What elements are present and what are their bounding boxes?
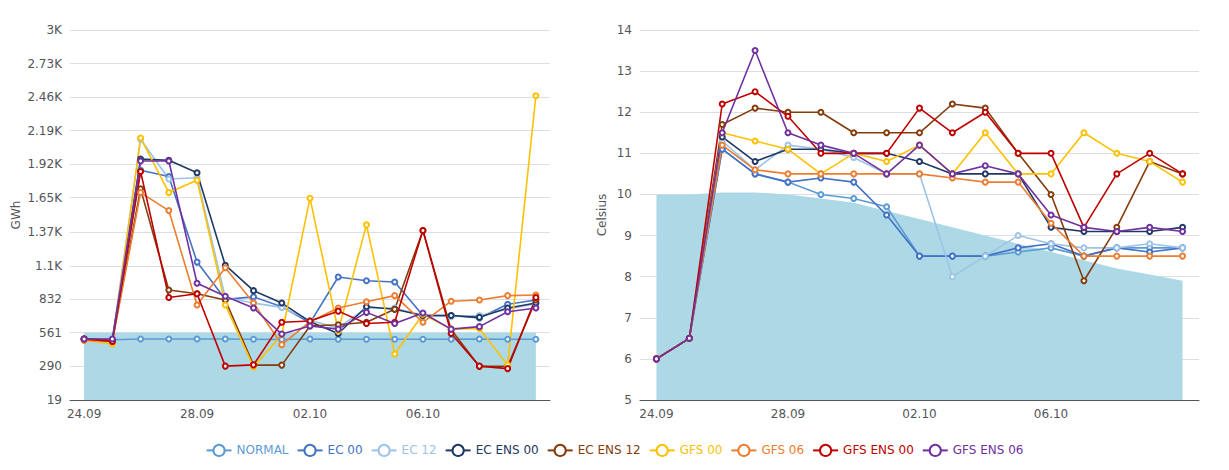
svg-text:28.09: 28.09 — [771, 407, 805, 421]
svg-text:13: 13 — [617, 64, 632, 78]
svg-text:GWh: GWh — [9, 201, 23, 230]
svg-text:Celsius: Celsius — [595, 194, 609, 237]
svg-text:561: 561 — [39, 326, 62, 340]
svg-text:EC ENS 12: EC ENS 12 — [578, 443, 641, 457]
svg-text:GFS 06: GFS 06 — [761, 443, 804, 457]
svg-text:832: 832 — [39, 292, 62, 306]
svg-text:1.65K: 1.65K — [27, 191, 63, 205]
svg-text:28.09: 28.09 — [180, 407, 214, 421]
svg-text:6: 6 — [624, 352, 632, 366]
svg-text:GFS ENS 06: GFS ENS 06 — [953, 443, 1024, 457]
svg-text:1.1K: 1.1K — [35, 259, 63, 273]
svg-text:06.10: 06.10 — [406, 407, 440, 421]
svg-text:290: 290 — [39, 359, 62, 373]
svg-text:2.73K: 2.73K — [27, 57, 63, 71]
svg-text:19: 19 — [47, 393, 62, 407]
svg-text:GFS 00: GFS 00 — [680, 443, 723, 457]
svg-text:11: 11 — [617, 146, 632, 160]
svg-text:1.92K: 1.92K — [27, 157, 63, 171]
svg-text:24.09: 24.09 — [67, 407, 101, 421]
svg-text:GFS ENS 00: GFS ENS 00 — [843, 443, 914, 457]
svg-text:2.46K: 2.46K — [27, 90, 63, 104]
svg-text:02.10: 02.10 — [293, 407, 327, 421]
svg-text:EC 00: EC 00 — [328, 443, 363, 457]
svg-text:1.37K: 1.37K — [27, 225, 63, 239]
svg-text:8: 8 — [624, 270, 632, 284]
svg-text:EC ENS 00: EC ENS 00 — [476, 443, 539, 457]
svg-text:5: 5 — [624, 393, 632, 407]
svg-text:NORMAL: NORMAL — [237, 443, 289, 457]
svg-text:7: 7 — [624, 311, 632, 325]
svg-text:24.09: 24.09 — [639, 407, 673, 421]
svg-text:3K: 3K — [46, 23, 63, 37]
svg-text:9: 9 — [624, 229, 632, 243]
svg-text:12: 12 — [617, 105, 632, 119]
svg-text:2.19K: 2.19K — [27, 124, 63, 138]
svg-text:02.10: 02.10 — [902, 407, 936, 421]
svg-text:EC 12: EC 12 — [402, 443, 437, 457]
svg-text:14: 14 — [617, 23, 632, 37]
svg-text:06.10: 06.10 — [1034, 407, 1068, 421]
svg-text:10: 10 — [617, 187, 632, 201]
